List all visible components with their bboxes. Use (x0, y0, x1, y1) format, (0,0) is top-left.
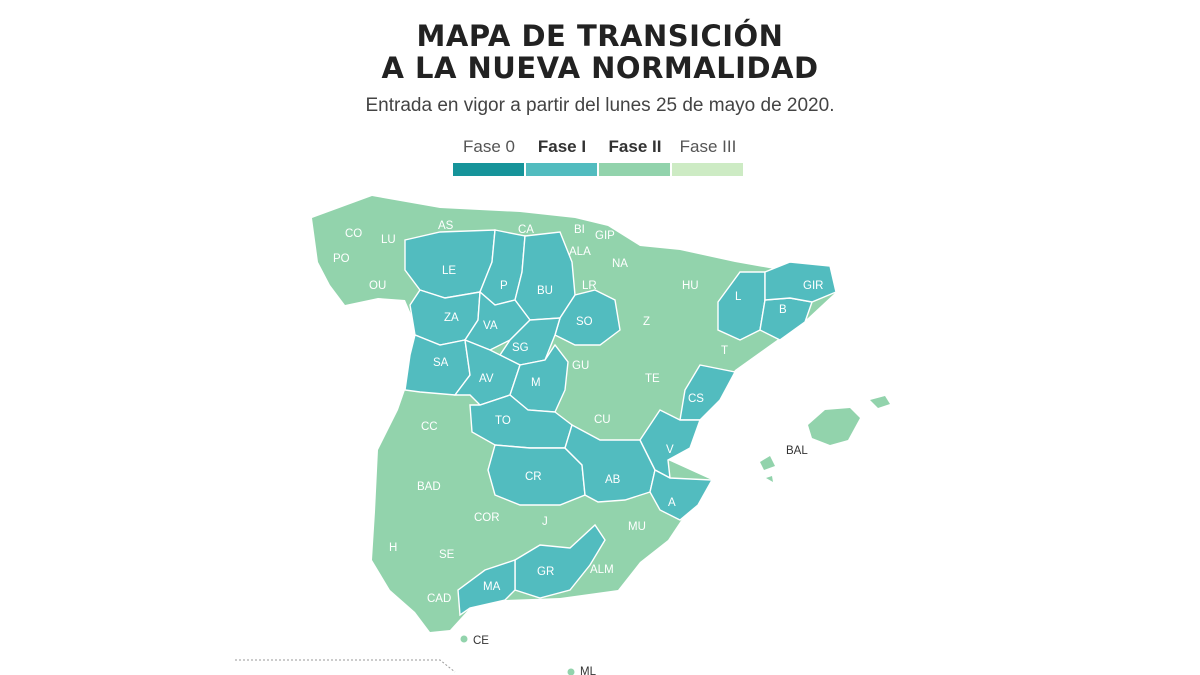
legend-swatch (599, 163, 670, 176)
label-VA: VA (483, 320, 498, 332)
label-MU: MU (628, 521, 646, 533)
label-AS: AS (438, 220, 454, 232)
label-PO: PO (333, 253, 350, 265)
label-OU: OU (369, 280, 386, 292)
label-ALM: ALM (590, 564, 614, 576)
label-CO: CO (345, 228, 362, 240)
legend-item-fase-1: Fase I (526, 135, 598, 176)
legend-item-fase-0: Fase 0 (453, 135, 525, 176)
label-L: L (735, 291, 742, 303)
region-GIR (764, 261, 837, 303)
label-H: H (389, 542, 397, 554)
legend-item-fase-2: Fase II (599, 135, 671, 176)
region-BAL-formentera (766, 476, 773, 482)
label-LU: LU (381, 234, 396, 246)
label-TO: TO (495, 415, 511, 427)
label-CR: CR (525, 471, 542, 483)
fase-i-area (404, 229, 837, 617)
label-ALA: ALA (569, 246, 591, 258)
label-TE: TE (645, 373, 660, 385)
label-P: P (500, 280, 508, 292)
label-MA: MA (483, 581, 501, 593)
canary-divider (235, 659, 456, 673)
label-LR: LR (582, 280, 597, 292)
label-AB: AB (605, 474, 621, 486)
label-T: T (721, 345, 728, 357)
label-CE: CE (473, 635, 489, 647)
label-AV: AV (479, 373, 494, 385)
label-CU: CU (594, 414, 611, 426)
region-BAL-ibiza (760, 456, 775, 470)
region-SO (554, 289, 621, 346)
region-CR (487, 444, 586, 506)
label-SO: SO (576, 316, 593, 328)
label-GIP: GIP (595, 230, 615, 242)
label-BI: BI (574, 224, 585, 236)
legend-swatch (526, 163, 597, 176)
label-SA: SA (433, 357, 449, 369)
region-AB (564, 423, 656, 503)
label-J: J (542, 516, 548, 528)
label-HU: HU (682, 280, 699, 292)
label-B: B (779, 304, 787, 316)
region-ML-marker (567, 668, 575, 675)
label-A: A (668, 497, 676, 509)
label-COR: COR (474, 512, 500, 524)
label-BU: BU (537, 285, 553, 297)
legend-label: Fase II (608, 137, 662, 156)
map-title-line-2: A LA NUEVA NORMALIDAD (381, 51, 819, 85)
label-ZA: ZA (444, 312, 459, 324)
region-CE-marker (460, 635, 468, 643)
legend-swatch (453, 163, 524, 176)
label-ML: ML (580, 666, 597, 675)
label-Z: Z (643, 316, 650, 328)
label-LE: LE (442, 265, 456, 277)
label-CA: CA (518, 224, 534, 236)
province-labels: CO LU PO OU AS CA BI GIP ALA NA LR LE P … (333, 220, 823, 675)
label-GU: GU (572, 360, 589, 372)
label-CC: CC (421, 421, 438, 433)
region-BAL-menorca (870, 396, 890, 408)
label-SG: SG (512, 342, 529, 354)
legend-label: Fase 0 (463, 137, 515, 156)
label-GIR: GIR (803, 280, 823, 292)
label-BAL: BAL (786, 445, 808, 457)
map-title-line-1: MAPA DE TRANSICIÓN (416, 19, 784, 53)
label-BAD: BAD (417, 481, 441, 493)
label-NA: NA (612, 258, 628, 270)
label-SE: SE (439, 549, 455, 561)
legend-label: Fase III (679, 137, 737, 156)
label-V: V (666, 444, 674, 456)
legend-item-fase-3: Fase III (672, 135, 744, 176)
phase-legend: Fase 0 Fase I Fase II Fase III (453, 135, 745, 177)
label-CAD: CAD (427, 593, 451, 605)
region-GR (514, 523, 606, 599)
label-M: M (531, 377, 541, 389)
region-A (649, 468, 714, 521)
label-GR: GR (537, 566, 554, 578)
legend-swatch (672, 163, 743, 176)
label-CS: CS (688, 393, 704, 405)
region-BAL-mallorca (808, 408, 860, 445)
legend-label: Fase I (537, 137, 587, 156)
region-BU (514, 231, 576, 321)
map-subtitle: Entrada en vigor a partir del lunes 25 d… (365, 95, 835, 116)
region-MA (457, 559, 516, 617)
